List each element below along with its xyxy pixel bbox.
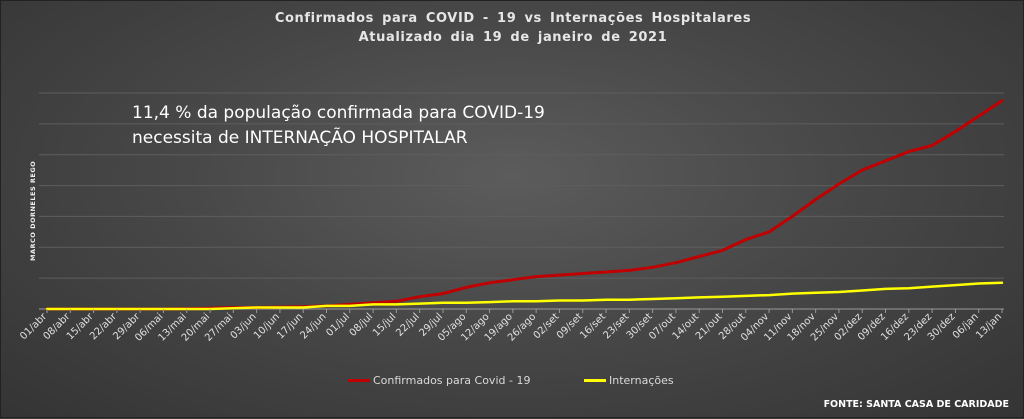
legend-label-hospitalizations: Internações <box>609 374 674 387</box>
annotation-text: 11,4 % da população confirmada para COVI… <box>132 101 545 151</box>
x-tick-label: 24/jun <box>299 311 329 341</box>
x-tick-label: 13/jan <box>974 311 1004 341</box>
x-tick-label: 01/jul <box>324 311 352 339</box>
source-note: FONTE: SANTA CASA DE CARIDADE <box>824 399 1009 410</box>
x-tick-label: 22/jul <box>394 311 422 339</box>
series-line-hospitalizations <box>47 283 1002 309</box>
legend-item-hospitalizations: Internações <box>584 373 674 387</box>
legend-swatch-confirmed <box>348 379 370 382</box>
x-tick-label: 08/jul <box>348 311 376 339</box>
annotation-line-2: necessita de INTERNAÇÃO HOSPITALAR <box>132 126 545 151</box>
legend-item-confirmed: Confirmados para Covid - 19 <box>348 373 530 387</box>
legend-swatch-hospitalizations <box>584 379 606 382</box>
x-tick-label: 15/jul <box>371 311 399 339</box>
legend-label-confirmed: Confirmados para Covid - 19 <box>373 374 530 387</box>
x-tick-labels: 01/abr08/abr15/abr22/abr29/abr06/mai13/m… <box>18 309 1004 344</box>
annotation-line-1: 11,4 % da população confirmada para COVI… <box>132 101 545 126</box>
